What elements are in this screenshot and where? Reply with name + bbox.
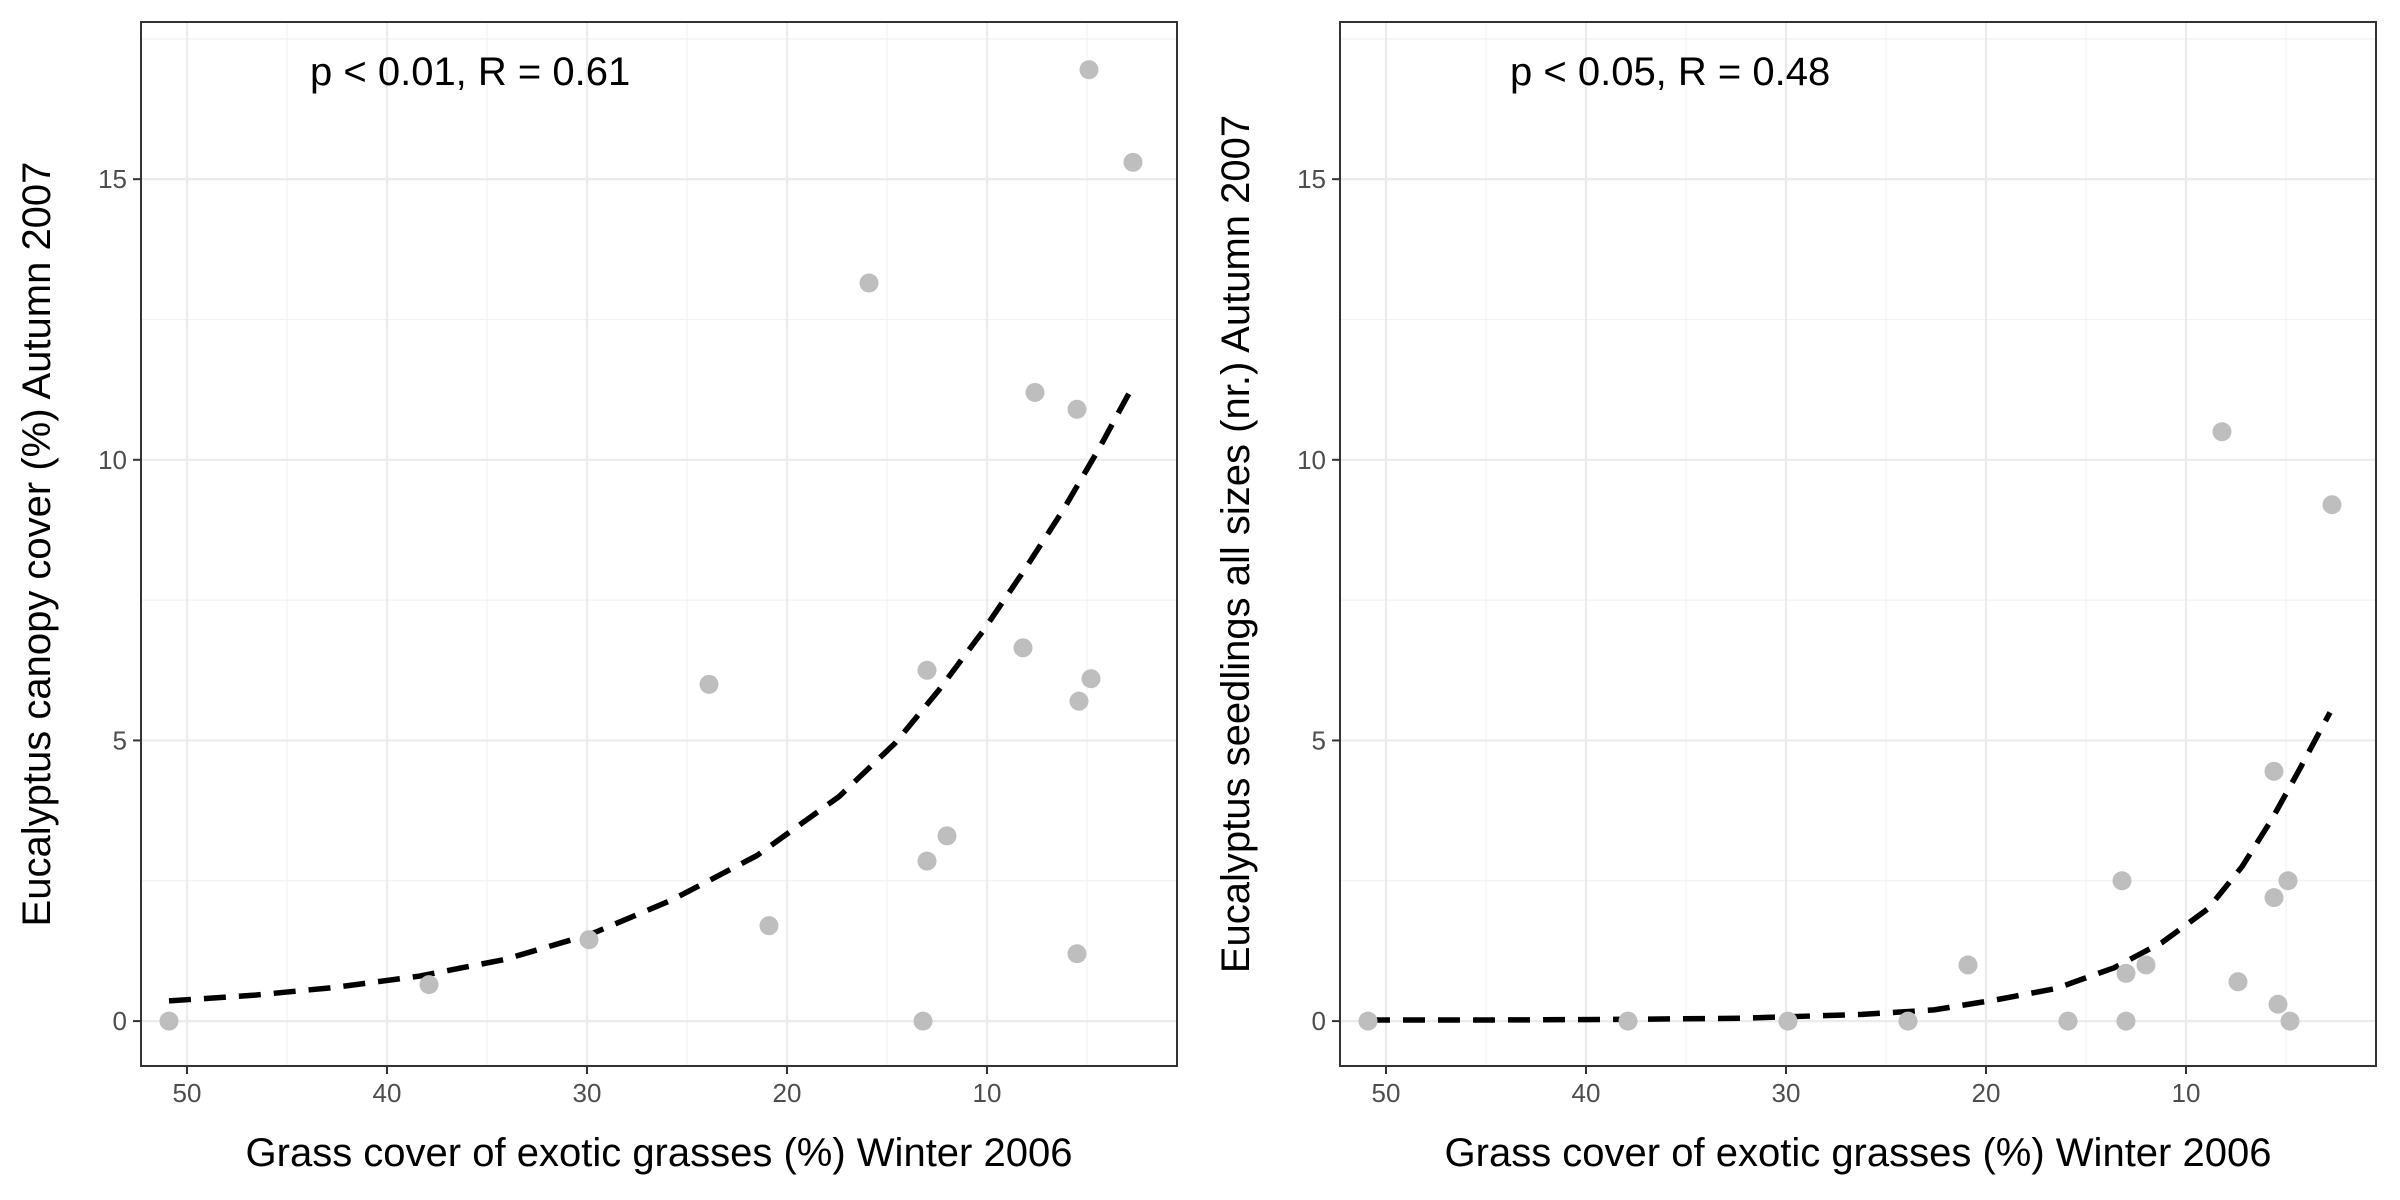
x-axis-title: Grass cover of exotic grasses (%) Winter… xyxy=(1445,1131,2272,1175)
axis-ticks: 50 40 30 20 10 0 5 10 15 xyxy=(98,164,1001,1108)
data-point xyxy=(2264,888,2284,908)
data-point xyxy=(1898,1011,1918,1031)
x-tick-label: 10 xyxy=(973,1078,1002,1108)
x-tick-label: 20 xyxy=(773,1078,802,1108)
data-point xyxy=(579,930,599,950)
x-tick-label: 40 xyxy=(373,1078,402,1108)
grid-lines xyxy=(141,22,1177,1066)
x-tick-label: 30 xyxy=(1772,1078,1801,1108)
data-point xyxy=(2278,871,2298,891)
data-point xyxy=(1123,152,1143,172)
data-point xyxy=(917,660,937,680)
data-point xyxy=(2280,1011,2300,1031)
data-point xyxy=(1958,955,1978,975)
plot-background xyxy=(141,22,1177,1066)
y-axis-title: Eucalyptus seedlings all sizes (nr.) Aut… xyxy=(1214,115,1258,973)
axis-ticks: 50 40 30 20 10 0 5 10 15 xyxy=(1297,164,2200,1108)
data-point xyxy=(1081,669,1101,689)
plot-border xyxy=(140,21,1178,1067)
data-point xyxy=(2136,955,2156,975)
data-point xyxy=(2264,761,2284,781)
x-tick-label: 20 xyxy=(1972,1078,2001,1108)
data-point xyxy=(159,1011,179,1031)
right-panel: 50 40 30 20 10 0 5 10 15 p < 0.05, R = 0.48 Gras… xyxy=(1214,21,2377,1175)
data-point xyxy=(859,273,879,293)
data-point xyxy=(1067,944,1087,964)
stats-annotation: p < 0.05, R = 0.48 xyxy=(1510,50,1830,94)
data-point xyxy=(913,1011,933,1031)
y-tick-label: 10 xyxy=(1297,445,1326,475)
data-points xyxy=(159,60,1143,1031)
plot-border xyxy=(1339,21,2377,1067)
data-point xyxy=(2116,963,2136,983)
data-point xyxy=(917,851,937,871)
y-tick-label: 5 xyxy=(1312,725,1326,755)
data-point xyxy=(1067,399,1087,419)
data-point xyxy=(2322,495,2342,515)
data-point xyxy=(759,916,779,936)
data-points xyxy=(1358,422,2342,1031)
data-point xyxy=(1013,638,1033,658)
y-axis-title: Eucalyptus canopy cover (%) Autumn 2007 xyxy=(15,162,59,927)
data-point xyxy=(2058,1011,2078,1031)
fit-line-group xyxy=(1368,711,2333,1023)
data-point xyxy=(1079,60,1099,80)
y-tick-label: 0 xyxy=(1312,1006,1326,1036)
y-tick-label: 5 xyxy=(113,725,127,755)
data-point xyxy=(1069,691,1089,711)
stats-annotation: p < 0.01, R = 0.61 xyxy=(310,50,630,94)
data-point xyxy=(2116,1011,2136,1031)
x-tick-label: 50 xyxy=(1372,1078,1401,1108)
plot-background xyxy=(1340,22,2376,1066)
left-panel: 50 40 30 20 10 0 5 10 15 p < 0.01, R = 0.61 Gras… xyxy=(15,21,1178,1175)
x-tick-label: 10 xyxy=(2172,1078,2201,1108)
x-tick-label: 30 xyxy=(573,1078,602,1108)
data-point xyxy=(1358,1011,1378,1031)
y-tick-label: 0 xyxy=(113,1006,127,1036)
data-point xyxy=(419,975,439,995)
y-tick-label: 10 xyxy=(98,445,127,475)
data-point xyxy=(1025,382,1045,402)
data-point xyxy=(2212,422,2232,442)
fit-line xyxy=(1368,711,2333,1023)
data-point xyxy=(2268,994,2288,1014)
data-point xyxy=(937,826,957,846)
data-point xyxy=(1618,1011,1638,1031)
data-point xyxy=(2228,972,2248,992)
data-point xyxy=(699,674,719,694)
x-tick-label: 50 xyxy=(173,1078,202,1108)
x-axis-title: Grass cover of exotic grasses (%) Winter… xyxy=(246,1131,1073,1175)
x-tick-label: 40 xyxy=(1572,1078,1601,1108)
y-tick-label: 15 xyxy=(98,164,127,194)
data-point xyxy=(2112,871,2132,891)
y-tick-label: 15 xyxy=(1297,164,1326,194)
data-point xyxy=(1778,1011,1798,1031)
